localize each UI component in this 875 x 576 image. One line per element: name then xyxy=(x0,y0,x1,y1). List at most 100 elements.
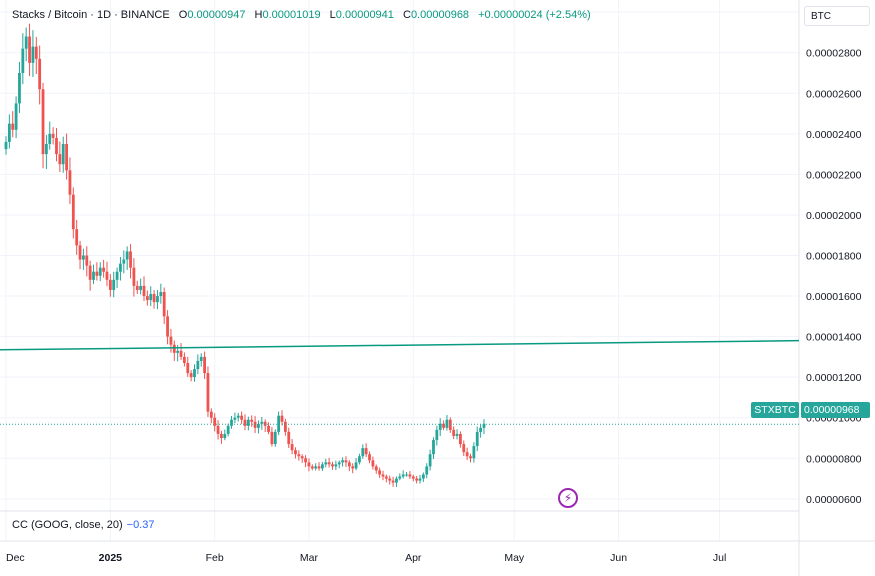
candle-body xyxy=(88,265,92,280)
low-label: L xyxy=(329,9,336,21)
price-tick-label: 0.00002600 xyxy=(806,88,862,100)
candle-body xyxy=(169,336,173,345)
lightning-icon[interactable]: ⚡ xyxy=(558,488,578,508)
candle-body xyxy=(7,123,11,142)
candle-body xyxy=(398,476,402,479)
candle-body xyxy=(432,440,435,455)
candle-body xyxy=(226,425,230,434)
candle-body xyxy=(347,462,351,467)
candle-body xyxy=(206,373,210,412)
candle-body xyxy=(421,474,425,479)
candle-body xyxy=(300,456,304,459)
candle-body xyxy=(384,476,388,479)
candle-body xyxy=(411,476,415,479)
symbol-legend[interactable]: Stacks / Bitcoin · 1D · BINANCE O0.00000… xyxy=(12,9,591,21)
candle-body xyxy=(125,251,129,260)
time-axis: Dec 2025 Feb Mar Apr May Jun Jul xyxy=(6,552,726,564)
candle-body xyxy=(351,466,355,469)
candle-body xyxy=(44,143,48,155)
candle-body xyxy=(142,285,146,297)
candle-body xyxy=(24,36,28,49)
candle-body xyxy=(182,356,186,363)
candle-body xyxy=(95,271,99,276)
candle-body xyxy=(428,454,432,467)
candle-body xyxy=(374,466,378,471)
trend-line[interactable] xyxy=(0,339,800,351)
price-tick-label: 0.00002800 xyxy=(806,48,862,60)
candle-body xyxy=(243,419,247,426)
candle-body xyxy=(213,417,217,426)
candle-body xyxy=(38,58,42,90)
candle-body xyxy=(21,48,25,73)
candle-body xyxy=(172,344,176,353)
candle-body xyxy=(317,466,321,469)
open-label: O xyxy=(178,9,188,21)
candle-body xyxy=(61,143,65,165)
candle-body xyxy=(68,170,72,195)
candle-body xyxy=(122,259,126,264)
candle-body xyxy=(112,279,116,290)
candle-body xyxy=(294,450,297,455)
candle-body xyxy=(418,478,422,481)
candle-body xyxy=(368,454,371,461)
candle-body xyxy=(139,285,143,290)
candle-body xyxy=(459,433,462,445)
candle-body xyxy=(344,460,348,463)
candle-body xyxy=(472,446,476,459)
indicator-value: −0.37 xyxy=(126,519,155,531)
candle-body xyxy=(119,263,122,272)
candle-body xyxy=(361,448,365,457)
candle-body xyxy=(283,421,287,432)
high-label: H xyxy=(254,9,263,21)
candle-body xyxy=(223,433,227,438)
price-tick-label: 0.00001600 xyxy=(806,291,862,303)
candle-body xyxy=(193,369,196,378)
candle-body xyxy=(341,460,344,463)
candle-body xyxy=(469,456,472,459)
candle-body xyxy=(179,350,183,357)
candle-body xyxy=(442,423,445,428)
candle-body xyxy=(482,423,486,428)
candle-body xyxy=(246,419,250,426)
candle-body xyxy=(82,255,85,260)
candle-body xyxy=(307,462,311,467)
time-tick-label: Mar xyxy=(300,552,319,564)
close-label: C xyxy=(402,9,411,21)
candle-body xyxy=(438,423,442,430)
candle-body xyxy=(425,466,429,475)
price-tick-label: 0.00000800 xyxy=(806,453,862,465)
candle-body xyxy=(209,411,213,418)
candle-body xyxy=(260,421,264,424)
candle-body xyxy=(240,415,244,420)
candle-body xyxy=(149,294,153,301)
candle-body xyxy=(280,415,284,422)
last-price-label: 0.00000968 xyxy=(801,402,870,418)
candle-body xyxy=(31,46,35,63)
candle-body xyxy=(199,356,203,361)
price-tick-label: 0.00002000 xyxy=(806,210,862,222)
price-tick-label: 0.00002200 xyxy=(806,169,862,181)
candle-body xyxy=(435,429,439,441)
indicator-label[interactable]: CC (GOOG, close, 20) xyxy=(12,519,123,531)
candle-body xyxy=(267,425,270,432)
price-axis: 0.000006000.000008000.000010000.00001200… xyxy=(806,7,862,506)
candle-body xyxy=(230,419,233,426)
candle-body xyxy=(405,474,408,476)
candle-body xyxy=(250,419,254,422)
time-tick-label: May xyxy=(504,552,525,564)
candle-body xyxy=(304,458,307,463)
candle-body xyxy=(18,73,21,104)
currency-selector[interactable]: BTC xyxy=(804,6,870,26)
candle-body xyxy=(297,454,301,457)
candle-body xyxy=(55,137,58,155)
candle-body xyxy=(465,452,469,457)
candle-body xyxy=(196,360,200,370)
candle-body xyxy=(334,464,338,467)
symbol-title[interactable]: Stacks / Bitcoin · 1D · BINANCE xyxy=(12,9,170,21)
indicator-legend[interactable]: CC (GOOG, close, 20) −0.37 xyxy=(12,519,154,531)
candle-body xyxy=(4,141,8,150)
candle-body xyxy=(462,444,466,453)
candle-body xyxy=(327,462,331,465)
candle-body xyxy=(310,466,314,469)
